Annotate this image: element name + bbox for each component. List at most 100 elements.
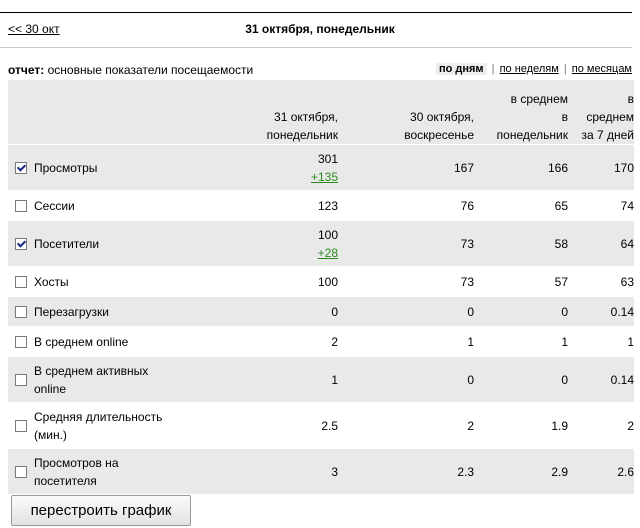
metric-value-cell: 0 (338, 296, 474, 327)
metric-name: Средняя длительность (мин.) (34, 402, 214, 449)
row-checkbox[interactable] (15, 306, 27, 319)
metric-value-cell: 100 +28 (214, 220, 338, 267)
table-row: Перезагрузки 0 0 0 0.14 (8, 296, 634, 327)
table-row: Посетители 100 +28 73 58 64 (8, 220, 634, 267)
metric-name: Хосты (34, 266, 214, 297)
row-checkbox-cell (8, 448, 34, 495)
column-header-avg-weekday: в среднем в понедельник (474, 80, 568, 145)
metric-value-cell: 63 (568, 266, 634, 297)
metric-value: 0 (467, 304, 474, 319)
metric-value: 167 (453, 160, 474, 175)
column-header-avg-7days: в среднем за 7 дней (568, 80, 634, 145)
row-checkbox-cell (8, 356, 34, 403)
metric-value-cell: 73 (338, 266, 474, 297)
table-row: Сессии 123 76 65 74 (8, 190, 634, 221)
metric-name-line: (мин.) (34, 427, 67, 442)
row-checkbox[interactable] (15, 466, 27, 479)
table-row: Просмотров на посетителя 3 2.3 2.9 2.6 (8, 448, 634, 495)
row-checkbox[interactable] (15, 374, 27, 387)
metric-value-cell: 166 (474, 144, 568, 191)
metric-name-line: Посетители (34, 236, 100, 251)
metric-value: 166 (547, 160, 568, 175)
header-line: за 7 дней (581, 128, 634, 142)
metric-value: 2.5 (321, 418, 338, 433)
row-checkbox[interactable] (15, 200, 27, 213)
metric-value: 170 (613, 160, 634, 175)
metric-name: Просмотров на посетителя (34, 448, 214, 495)
metric-value-cell: 1 (474, 326, 568, 357)
report-label: отчет: (8, 63, 45, 77)
metric-value-cell: 2 (338, 402, 474, 449)
metric-delta-link[interactable]: +28 (317, 245, 338, 260)
metric-value-cell: 0 (338, 356, 474, 403)
row-checkbox[interactable] (15, 420, 27, 433)
metric-value: 64 (620, 236, 634, 251)
metric-value-cell: 0 (474, 356, 568, 403)
metric-value-cell: 123 (214, 190, 338, 221)
metric-value: 301 (317, 151, 338, 166)
table-row: В среднем активных online 1 0 0 0.14 (8, 356, 634, 403)
metric-value-cell: 3 (214, 448, 338, 495)
metric-name-line: Сессии (34, 198, 75, 213)
metric-name-line: online (34, 381, 67, 396)
page-title: 31 октября, понедельник (245, 22, 395, 36)
header-line: в (561, 110, 568, 124)
date-navigation-bar: << 30 окт 31 октября, понедельник (0, 12, 632, 48)
metric-value-cell: 170 (568, 144, 634, 191)
metric-name-line: В среднем активных (34, 363, 149, 378)
metric-value: 0 (467, 372, 474, 387)
period-separator: | (563, 63, 567, 75)
row-checkbox[interactable] (15, 162, 27, 175)
metric-value: 2 (627, 418, 634, 433)
column-header-yesterday: 30 октября, воскресенье (338, 80, 474, 145)
previous-day-link[interactable]: << 30 окт (8, 22, 60, 36)
metric-name-line: Хосты (34, 274, 69, 289)
table-header-row: 31 октября, понедельник 30 октября, воскре… (8, 80, 634, 145)
row-checkbox-cell (8, 296, 34, 327)
table-row: В среднем online 2 1 1 1 (8, 326, 634, 357)
period-weeks-link[interactable]: по неделям (499, 63, 559, 75)
period-months-link[interactable]: по месяцам (571, 63, 632, 75)
header-line: в (627, 92, 634, 106)
metric-value-cell: 1 (338, 326, 474, 357)
column-header-today: 31 октября, понедельник (214, 80, 338, 145)
period-days-active[interactable]: по дням (435, 63, 487, 75)
metric-value: 2.6 (617, 464, 634, 479)
header-blank (8, 80, 214, 145)
metric-name-line: Просмотры (34, 160, 98, 175)
table-row: Хосты 100 73 57 63 (8, 266, 634, 297)
metric-delta-link[interactable]: +135 (310, 169, 338, 184)
metric-value: 3 (331, 464, 338, 479)
row-checkbox-cell (8, 144, 34, 191)
row-checkbox[interactable] (15, 336, 27, 349)
metric-name: В среднем активных online (34, 356, 214, 403)
row-checkbox[interactable] (15, 276, 27, 289)
row-checkbox-cell (8, 220, 34, 267)
report-description: основные показатели посещаемости (47, 63, 254, 77)
metric-value: 76 (460, 198, 474, 213)
metric-value-cell: 2.9 (474, 448, 568, 495)
stats-table: 31 октября, понедельник 30 октября, воскре… (8, 80, 634, 495)
header-line: воскресенье (404, 128, 474, 142)
metric-value-cell: 58 (474, 220, 568, 267)
metric-value: 73 (460, 236, 474, 251)
metric-value: 63 (620, 274, 634, 289)
metric-name: В среднем online (34, 326, 214, 357)
metric-value: 0 (331, 304, 338, 319)
metric-value-cell: 100 (214, 266, 338, 297)
header-line: 30 октября, (410, 110, 474, 124)
metric-value: 0 (561, 304, 568, 319)
metric-value-cell: 167 (338, 144, 474, 191)
metric-value-cell: 74 (568, 190, 634, 221)
metric-value: 100 (317, 227, 338, 242)
rebuild-chart-button[interactable]: перестроить график (11, 495, 191, 526)
metric-value-cell: 1.9 (474, 402, 568, 449)
metric-value-cell: 0.14 (568, 356, 634, 403)
report-header: отчет: основные показатели посещаемости … (8, 63, 632, 77)
header-line: понедельник (496, 128, 568, 142)
metric-name-line: посетителя (34, 473, 97, 488)
metric-value: 1 (331, 372, 338, 387)
metric-value-cell: 2.6 (568, 448, 634, 495)
row-checkbox[interactable] (15, 238, 27, 251)
metric-value: 65 (554, 198, 568, 213)
